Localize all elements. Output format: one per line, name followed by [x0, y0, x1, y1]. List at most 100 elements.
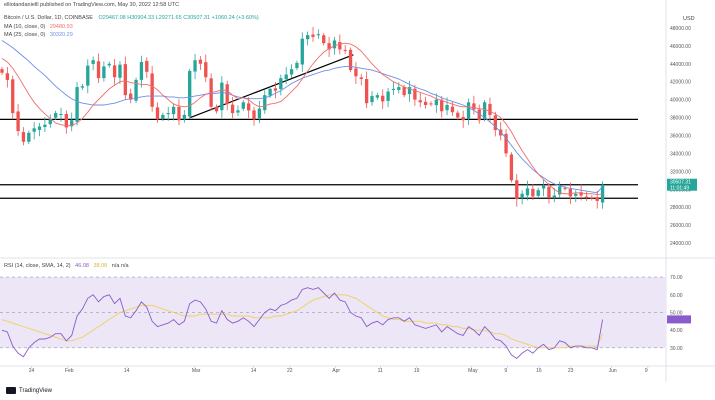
candle-body [75, 87, 79, 122]
candle-body [300, 38, 304, 65]
candle-body [107, 63, 111, 66]
candle-body [118, 64, 122, 78]
price-tick-label: 40000.00 [670, 98, 691, 104]
tradingview-logo: TradingView [6, 387, 52, 394]
currency-label: USD [683, 16, 695, 22]
candle-body [5, 73, 10, 80]
candle-body [11, 79, 15, 114]
candle-body [134, 79, 138, 101]
candle-body [166, 113, 170, 115]
candle-body [268, 88, 272, 96]
price-tick-label: 24000.00 [670, 241, 691, 247]
candle-body [397, 87, 401, 90]
ma10-label: MA (10, close, 0) [4, 24, 46, 30]
time-tick-label: 9 [645, 368, 648, 374]
candle-body [316, 34, 321, 36]
price-tick-label: 42000.00 [670, 80, 691, 86]
candle-body [70, 120, 74, 127]
candle-body [311, 34, 315, 37]
candle-body [600, 184, 605, 203]
candle-body [37, 126, 42, 130]
time-tick-label: Apr [332, 368, 340, 374]
rsi-sma-value: 38.08 [93, 263, 108, 269]
last-price-text: 30507.31 [670, 180, 691, 186]
candle-body [375, 95, 380, 98]
candle-body [252, 110, 256, 120]
candle-body [230, 104, 235, 114]
candle-body [445, 105, 449, 111]
candle-body [86, 65, 90, 86]
candle-body [247, 103, 251, 111]
time-tick-label: 19 [414, 368, 420, 374]
price-tick-label: 36000.00 [670, 133, 691, 139]
candle-body [407, 87, 412, 95]
candle-body [295, 62, 299, 69]
candle-body [434, 99, 439, 106]
rsi-tick-label: 30.00 [670, 346, 683, 352]
candle-body [112, 65, 117, 78]
rsi-tick-label: 40.00 [670, 328, 683, 334]
time-tick-label: 14 [251, 368, 257, 374]
candle-body [80, 86, 85, 88]
candle-body [182, 114, 186, 120]
symbol-line: Bitcoin / U.S. Dollar, 1D, COINBASE O294… [4, 15, 259, 21]
candle-body [193, 60, 197, 72]
candle-body [466, 102, 471, 119]
candle-body [370, 96, 374, 103]
candle-body [584, 196, 589, 198]
candle-body [450, 106, 455, 113]
candle-body [155, 107, 160, 120]
candle-body [236, 110, 240, 113]
rsi-legend[interactable]: RSI (14, close, SMA, 14, 2) 46.08 38.08 … [4, 263, 129, 269]
candle-body [568, 188, 573, 197]
candle-body [515, 180, 519, 200]
candle-body [536, 190, 540, 196]
rsi-value-badge [667, 315, 691, 324]
ma25-value: 30320.29 [49, 32, 73, 38]
candle-body [472, 103, 476, 110]
candle-body [488, 103, 492, 115]
rsi-extra: n/a n/a [111, 263, 129, 269]
candle-body [188, 70, 192, 117]
price-tick-label: 26000.00 [670, 223, 691, 229]
time-tick-label: 9 [504, 368, 507, 374]
rsi-tick-label: 50.00 [670, 310, 683, 316]
candle-body [48, 119, 52, 125]
candle-body [461, 117, 465, 121]
price-tick-label: 32000.00 [670, 169, 691, 175]
candle-body [402, 87, 406, 96]
ma25-legend[interactable]: MA (25, close, 0) 30320.29 [4, 32, 73, 38]
candle-body [482, 102, 487, 120]
tradingview-logo-text: TradingView [19, 387, 53, 394]
candle-body [139, 61, 144, 80]
time-tick-label: 23 [568, 368, 574, 374]
candle-body [123, 64, 127, 96]
candle-body [91, 60, 95, 64]
candle-body [504, 133, 508, 154]
rsi-tick-label: 70.00 [670, 275, 683, 281]
candle-body [541, 185, 546, 189]
candle-body [102, 66, 106, 79]
price-tick-label: 48000.00 [670, 26, 691, 32]
tradingview-logo-icon [6, 387, 16, 394]
candle-body [418, 100, 422, 103]
price-tick-label: 28000.00 [670, 205, 691, 211]
time-tick-label: 11 [378, 368, 383, 374]
candle-body [558, 186, 562, 195]
symbol-title: Bitcoin / U.S. Dollar, 1D, COINBASE [4, 15, 93, 21]
ma25-label: MA (25, close, 0) [4, 32, 46, 38]
candle-body [64, 113, 69, 128]
candle-body [27, 132, 31, 142]
candle-body [493, 115, 497, 131]
candle-body [429, 103, 433, 105]
time-tick-label: Mar [192, 368, 201, 374]
ma10-legend[interactable]: MA (10, close, 0) 29480.93 [4, 24, 73, 30]
candle-body [354, 68, 358, 77]
candle-body [284, 74, 288, 80]
time-tick-label: 24 [29, 368, 35, 374]
candle-body [563, 188, 567, 190]
candle-body [343, 49, 347, 51]
candle-body [257, 108, 262, 119]
time-tick-label: Feb [65, 368, 74, 374]
